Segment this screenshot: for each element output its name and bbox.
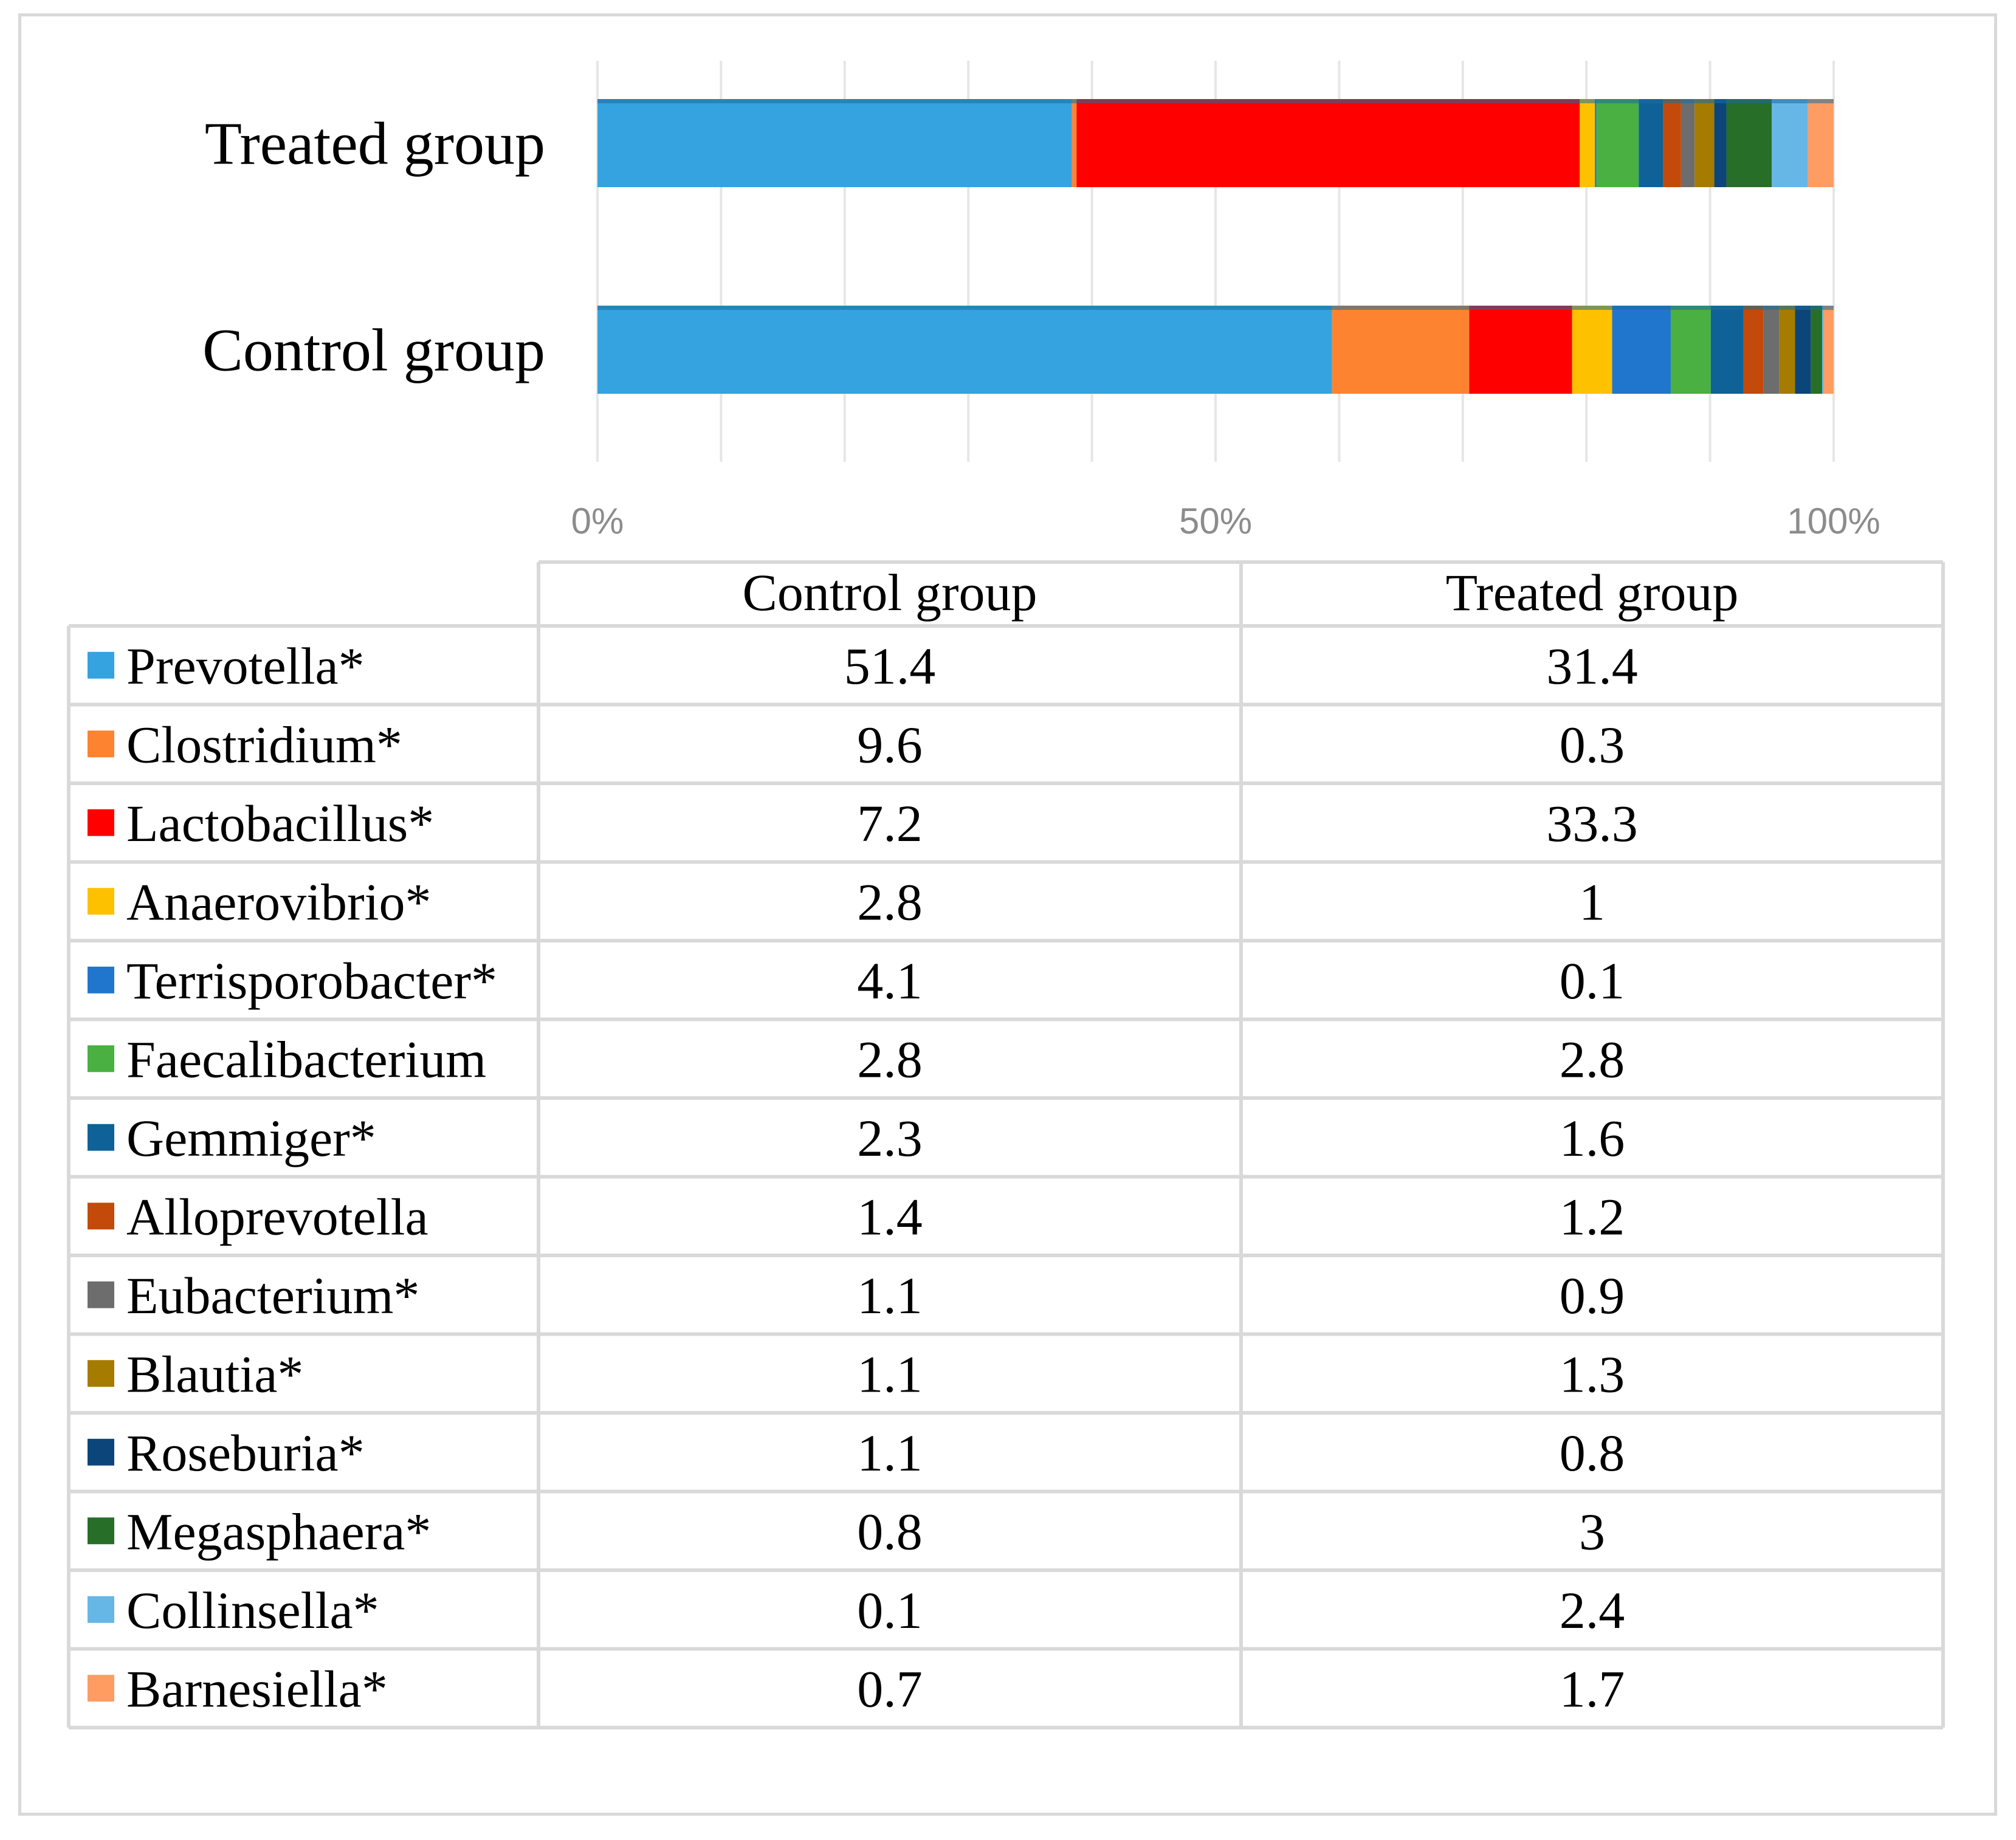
table-header-control-group: Control group	[743, 563, 1037, 622]
bar-segment-control-group-alloprevotella	[1743, 306, 1764, 394]
table-row-label-barnesiella: Barnesiella*	[126, 1660, 388, 1718]
bar-segment-control-group-blautia	[1779, 306, 1795, 394]
table-cell-value: 1.1	[857, 1266, 923, 1325]
table-row-label-collinsella: Collinsella*	[126, 1581, 379, 1639]
table-cell-value: 2.8	[1560, 1030, 1625, 1088]
table-cell-value: 9.6	[857, 715, 923, 774]
bar-segment-treated-group-blautia	[1694, 99, 1715, 187]
bar-segment-control-group-clostridium	[1332, 306, 1470, 394]
category-label-control-group: Control group	[202, 317, 545, 384]
legend-swatch-barnesiella	[88, 1675, 114, 1702]
bar-segment-treated-group-gemmiger	[1639, 99, 1663, 187]
table-cell-value: 1.6	[1560, 1109, 1625, 1167]
bar-segment-control-group-prevotella	[597, 306, 1332, 394]
bar-segment-treated-group-faecalibacterium	[1596, 99, 1639, 187]
bar-segment-control-group-megasphaera	[1811, 306, 1823, 394]
legend-swatch-blautia	[88, 1360, 114, 1387]
table-row-label-terrisporobacter: Terrisporobacter*	[126, 952, 497, 1010]
table-cell-value: 0.1	[1560, 952, 1625, 1010]
legend-swatch-roseburia	[88, 1438, 114, 1466]
table-row-label-gemmiger: Gemmiger*	[126, 1109, 376, 1167]
table-row-label-roseburia: Roseburia*	[126, 1424, 365, 1482]
table-cell-value: 0.9	[1560, 1266, 1625, 1325]
bar-segment-control-group-faecalibacterium	[1670, 306, 1711, 394]
bar-segment-treated-group-alloprevotella	[1663, 99, 1681, 187]
table-cell-value: 33.3	[1546, 794, 1638, 853]
table-cell-value: 1	[1579, 873, 1605, 931]
table-cell-value: 0.8	[857, 1502, 923, 1560]
table-cell-value: 2.8	[857, 873, 923, 931]
bar-segment-control-group-anaerovibrio	[1572, 306, 1612, 394]
legend-swatch-prevotella	[88, 651, 114, 679]
table-row-label-alloprevotella: Alloprevotella	[126, 1187, 428, 1246]
legend-swatch-megasphaera	[88, 1517, 114, 1545]
legend-swatch-collinsella	[88, 1596, 114, 1623]
table-row-label-megasphaera: Megasphaera*	[126, 1502, 431, 1560]
table-cell-value: 1.7	[1560, 1660, 1625, 1718]
table-row-label-lactobacillus: Lactobacillus*	[126, 794, 434, 853]
bar-segment-treated-group-collinsella	[1772, 99, 1808, 187]
legend-swatch-eubacterium	[88, 1281, 114, 1308]
table-cell-value: 0.7	[857, 1660, 923, 1718]
table-row-label-anaerovibrio: Anaerovibrio*	[126, 873, 432, 931]
bar-top-edge-control-group	[597, 306, 1834, 310]
axis-labels: Control group Treated group 0% 50% 100%	[202, 110, 1880, 542]
bar-marks	[597, 99, 1834, 394]
bar-segment-control-group-gemmiger	[1710, 306, 1744, 394]
table-header-treated-group: Treated group	[1446, 563, 1739, 622]
table-cell-value: 4.1	[857, 952, 923, 1010]
bar-segment-control-group-roseburia	[1795, 306, 1811, 394]
x-tick-label: 0%	[571, 501, 624, 541]
bar-segment-treated-group-megasphaera	[1726, 99, 1772, 187]
bar-segment-treated-group-terrisporobacter	[1595, 99, 1597, 187]
table-cell-value: 51.4	[844, 637, 936, 695]
table-row-label-blautia: Blautia*	[126, 1345, 303, 1403]
table-row-label-faecalibacterium: Faecalibacterium	[126, 1030, 486, 1088]
table-cell-value: 0.3	[1560, 715, 1625, 774]
legend-swatch-alloprevotella	[88, 1203, 114, 1230]
table-cell-value: 1.2	[1560, 1187, 1625, 1246]
bar-segment-treated-group-barnesiella	[1808, 99, 1834, 187]
legend-swatch-terrisporobacter	[88, 966, 114, 994]
bar-segment-control-group-collinsella	[1822, 306, 1824, 394]
table-cell-value: 0.8	[1560, 1424, 1625, 1482]
table-cell-value: 2.3	[857, 1109, 923, 1167]
bar-segment-treated-group-prevotella	[597, 99, 1072, 187]
bar-segment-control-group-barnesiella	[1823, 306, 1834, 394]
table-cell-value: 2.8	[857, 1030, 923, 1088]
bar-segment-control-group-lactobacillus	[1469, 306, 1572, 394]
bar-segment-treated-group-eubacterium	[1681, 99, 1695, 187]
table-cell-value: 3	[1579, 1502, 1605, 1560]
table-cell-value: 0.1	[857, 1581, 923, 1639]
category-label-treated-group: Treated group	[205, 110, 545, 177]
legend-swatch-gemmiger	[88, 1124, 114, 1151]
bar-segment-control-group-eubacterium	[1763, 306, 1780, 394]
data-table: Control group Treated group Prevotella* 51.…	[67, 560, 1945, 1729]
table-cell-value: 2.4	[1560, 1581, 1625, 1639]
table-cell-value: 1.1	[857, 1345, 923, 1403]
table-row-label-prevotella: Prevotella*	[126, 637, 365, 695]
bar-segment-treated-group-lactobacillus	[1076, 99, 1580, 187]
bar-segment-treated-group-clostridium	[1072, 99, 1077, 187]
x-tick-label: 50%	[1179, 501, 1252, 541]
table-cell-value: 31.4	[1546, 637, 1638, 695]
bar-segment-treated-group-roseburia	[1714, 99, 1727, 187]
legend-swatch-faecalibacterium	[88, 1045, 114, 1073]
table-row-label-eubacterium: Eubacterium*	[126, 1266, 419, 1325]
bar-top-edge-treated-group	[597, 99, 1834, 103]
legend-swatch-lactobacillus	[88, 809, 114, 836]
table-cell-value: 1.1	[857, 1424, 923, 1482]
table-row-label-clostridium: Clostridium*	[126, 715, 402, 774]
legend-swatch-anaerovibrio	[88, 888, 114, 915]
table-cell-value: 1.3	[1560, 1345, 1625, 1403]
x-tick-label: 100%	[1787, 501, 1880, 541]
bar-segment-control-group-terrisporobacter	[1612, 306, 1671, 394]
legend-swatch-clostridium	[88, 730, 114, 758]
table-cell-value: 1.4	[857, 1187, 923, 1246]
bar-segment-treated-group-anaerovibrio	[1580, 99, 1595, 187]
table-cell-value: 7.2	[857, 794, 923, 853]
